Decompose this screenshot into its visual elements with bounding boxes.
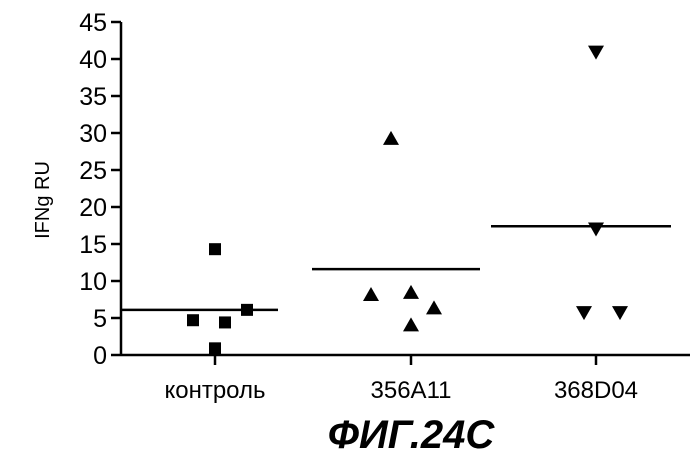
data-point (403, 317, 419, 331)
figure-caption: ФИГ.24С (328, 413, 496, 457)
y-tick-label: 20 (79, 194, 107, 222)
data-point (426, 300, 442, 314)
data-point (612, 306, 628, 320)
y-tick-label: 30 (79, 120, 107, 148)
data-point (209, 243, 221, 255)
data-points (187, 46, 628, 355)
data-point (588, 46, 604, 60)
y-tick-label: 25 (79, 157, 107, 185)
data-point (383, 131, 399, 145)
data-point (576, 306, 592, 320)
data-point (209, 342, 221, 354)
y-tick-label: 5 (93, 305, 107, 333)
data-point (241, 304, 253, 316)
y-axis: 0 5 10 15 20 25 30 35 40 45 (79, 9, 121, 370)
y-tick-label: 0 (93, 342, 107, 370)
data-point (588, 222, 604, 236)
y-tick-label: 10 (79, 268, 107, 296)
x-category-label: 356A11 (371, 377, 452, 404)
y-axis-label: IFNg RU (32, 161, 54, 239)
y-tick-label: 45 (79, 9, 107, 37)
data-point (219, 316, 231, 328)
x-category-label: контроль (164, 377, 265, 404)
y-tick-label: 40 (79, 46, 107, 74)
x-axis: контроль 356A11 368D04 (121, 355, 690, 404)
data-point (403, 285, 419, 299)
mean-lines (122, 226, 671, 310)
y-tick-label: 15 (79, 231, 107, 259)
data-point (363, 287, 379, 301)
y-tick-label: 35 (79, 83, 107, 111)
x-category-label: 368D04 (554, 377, 638, 404)
data-point (187, 314, 199, 326)
